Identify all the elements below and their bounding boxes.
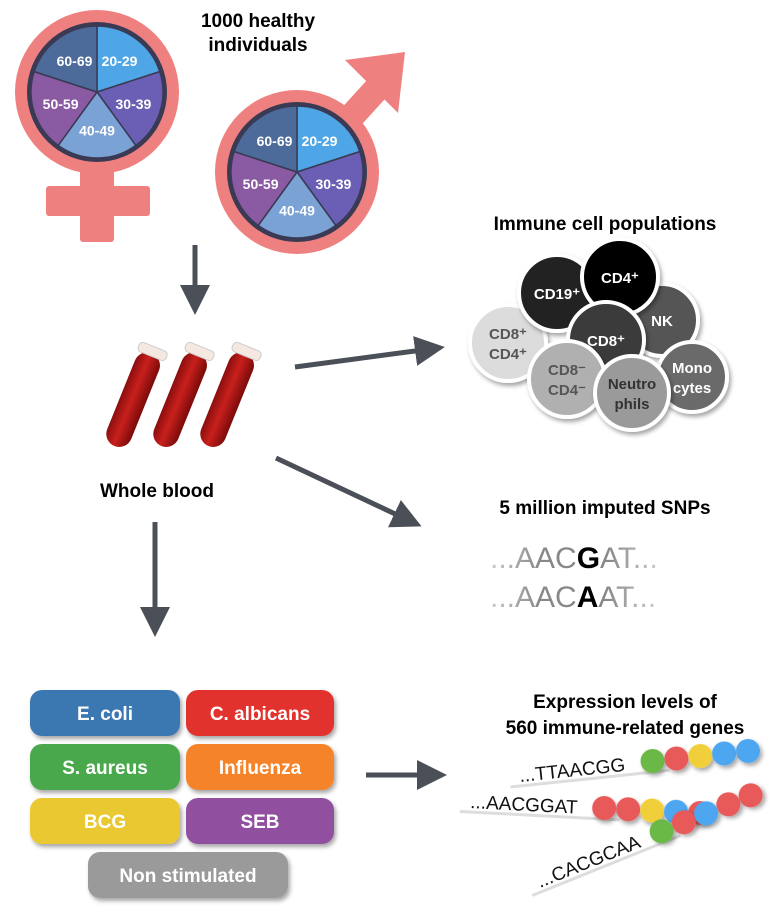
stimulus-non-stimulated: Non stimulated: [88, 852, 288, 898]
expression-bead: [649, 819, 674, 844]
svg-text:phils: phils: [614, 396, 649, 413]
cell-cd8cd4: CD8⁺ CD4⁺: [468, 303, 548, 383]
stimulus-e-coli: E. coli: [30, 690, 180, 736]
svg-text:E. coli: E. coli: [77, 704, 133, 725]
cohort-title-line1: 1000 healthy: [201, 11, 315, 32]
snp-sequence-1: ...AACGAT...: [490, 542, 658, 575]
expression-title-line2: 560 immune-related genes: [506, 718, 745, 739]
expression-bead: [640, 798, 665, 823]
stimulus-bcg: BCG: [30, 798, 180, 844]
immune-title: Immune cell populations: [494, 214, 717, 235]
svg-text:...CACGCAA: ...CACGCAA: [534, 832, 644, 893]
svg-text:S. aureus: S. aureus: [62, 758, 148, 779]
pie-slice-60-69: [233, 105, 298, 174]
svg-text:Mono: Mono: [672, 360, 712, 377]
age-label: 30-39: [116, 96, 152, 112]
svg-text:Neutro: Neutro: [608, 376, 656, 393]
arrow-to-cells: [294, 336, 445, 370]
arrow-to-snps: [274, 455, 422, 528]
svg-text:CD4⁺: CD4⁺: [601, 270, 639, 287]
expression-bead: [688, 744, 713, 769]
cell-neutrophils: Neutro phils: [593, 354, 671, 432]
svg-text:CD8⁺: CD8⁺: [489, 326, 527, 343]
svg-text:CD4⁻: CD4⁻: [548, 382, 586, 399]
age-label: 40-49: [279, 202, 315, 218]
snp-sequence-2: ...AACAAT...: [490, 581, 656, 614]
expression-bead: [671, 810, 696, 835]
stimuli-panel: E. coli C. albicans S. aureus Influenza BCG S…: [30, 690, 334, 898]
pie-slice-30-39: [295, 150, 364, 227]
svg-text:Non stimulated: Non stimulated: [119, 866, 256, 887]
expression-bead: [592, 796, 617, 821]
svg-text:C. albicans: C. albicans: [210, 704, 310, 725]
snps-title: 5 million imputed SNPs: [499, 498, 710, 519]
expression-sequences: ...TTAACGG ...AACGGAT ...CACGCAA: [459, 738, 763, 897]
svg-text:CD4⁺: CD4⁺: [489, 346, 527, 363]
svg-text:CD19⁺: CD19⁺: [534, 286, 580, 303]
svg-text:...TTAACGG: ...TTAACGG: [518, 755, 626, 787]
svg-text:BCG: BCG: [84, 812, 126, 833]
pie-slice-40-49: [257, 170, 337, 239]
expression-bead: [640, 749, 665, 774]
svg-text:cytes: cytes: [673, 380, 711, 397]
svg-text:CD8⁻: CD8⁻: [548, 362, 586, 379]
expression-bead: [738, 783, 763, 808]
age-label: 30-39: [316, 176, 352, 192]
expression-title-line1: Expression levels of: [533, 692, 717, 713]
cell-cd8cd4: CD8⁻ CD4⁻: [527, 339, 607, 419]
stimulus-influenza: Influenza: [186, 744, 334, 790]
age-label: 50-59: [43, 96, 79, 112]
age-label: 50-59: [243, 176, 279, 192]
cohort-title-line2: individuals: [208, 35, 307, 56]
expression-bead: [616, 797, 641, 822]
age-label: 20-29: [102, 53, 138, 69]
age-label: 20-29: [302, 133, 338, 149]
age-label: 60-69: [257, 133, 293, 149]
whole-blood-label: Whole blood: [100, 481, 214, 502]
blood-tubes-icon: [106, 341, 262, 447]
expression-bead: [664, 746, 689, 771]
expression-bead: [716, 792, 741, 817]
pie-slice-30-39: [95, 70, 164, 147]
stimulus-s-aureus: S. aureus: [30, 744, 180, 790]
svg-text:CD8⁺: CD8⁺: [587, 333, 625, 350]
arrows: [140, 245, 447, 790]
svg-text:NK: NK: [651, 313, 673, 330]
pie-slice-50-59: [230, 150, 299, 227]
pie-slice-20-29: [96, 25, 161, 94]
age-label: 60-69: [57, 53, 93, 69]
cell-monocytes: Mono cytes: [655, 340, 729, 414]
svg-text:Influenza: Influenza: [219, 758, 302, 779]
stimulus-seb: SEB: [186, 798, 334, 844]
gene-sequence: ...TTAACGG: [510, 738, 761, 789]
age-label: 40-49: [79, 122, 115, 138]
stimulus-c-albicans: C. albicans: [186, 690, 334, 736]
expression-bead: [736, 738, 761, 763]
immune-cells: CD8⁺CD4⁺CD19⁺NKCD4⁺CD8⁺CD8⁻CD4⁻Monocytes…: [468, 237, 729, 432]
pie-slice-60-69: [33, 25, 98, 94]
svg-text:...AACGGAT: ...AACGGAT: [470, 792, 579, 819]
expression-bead: [712, 741, 737, 766]
expression-bead: [694, 801, 719, 826]
pie-slice-40-49: [57, 90, 137, 159]
pie-slice-50-59: [30, 70, 99, 147]
pie-slice-20-29: [296, 105, 361, 174]
svg-text:SEB: SEB: [240, 812, 279, 833]
